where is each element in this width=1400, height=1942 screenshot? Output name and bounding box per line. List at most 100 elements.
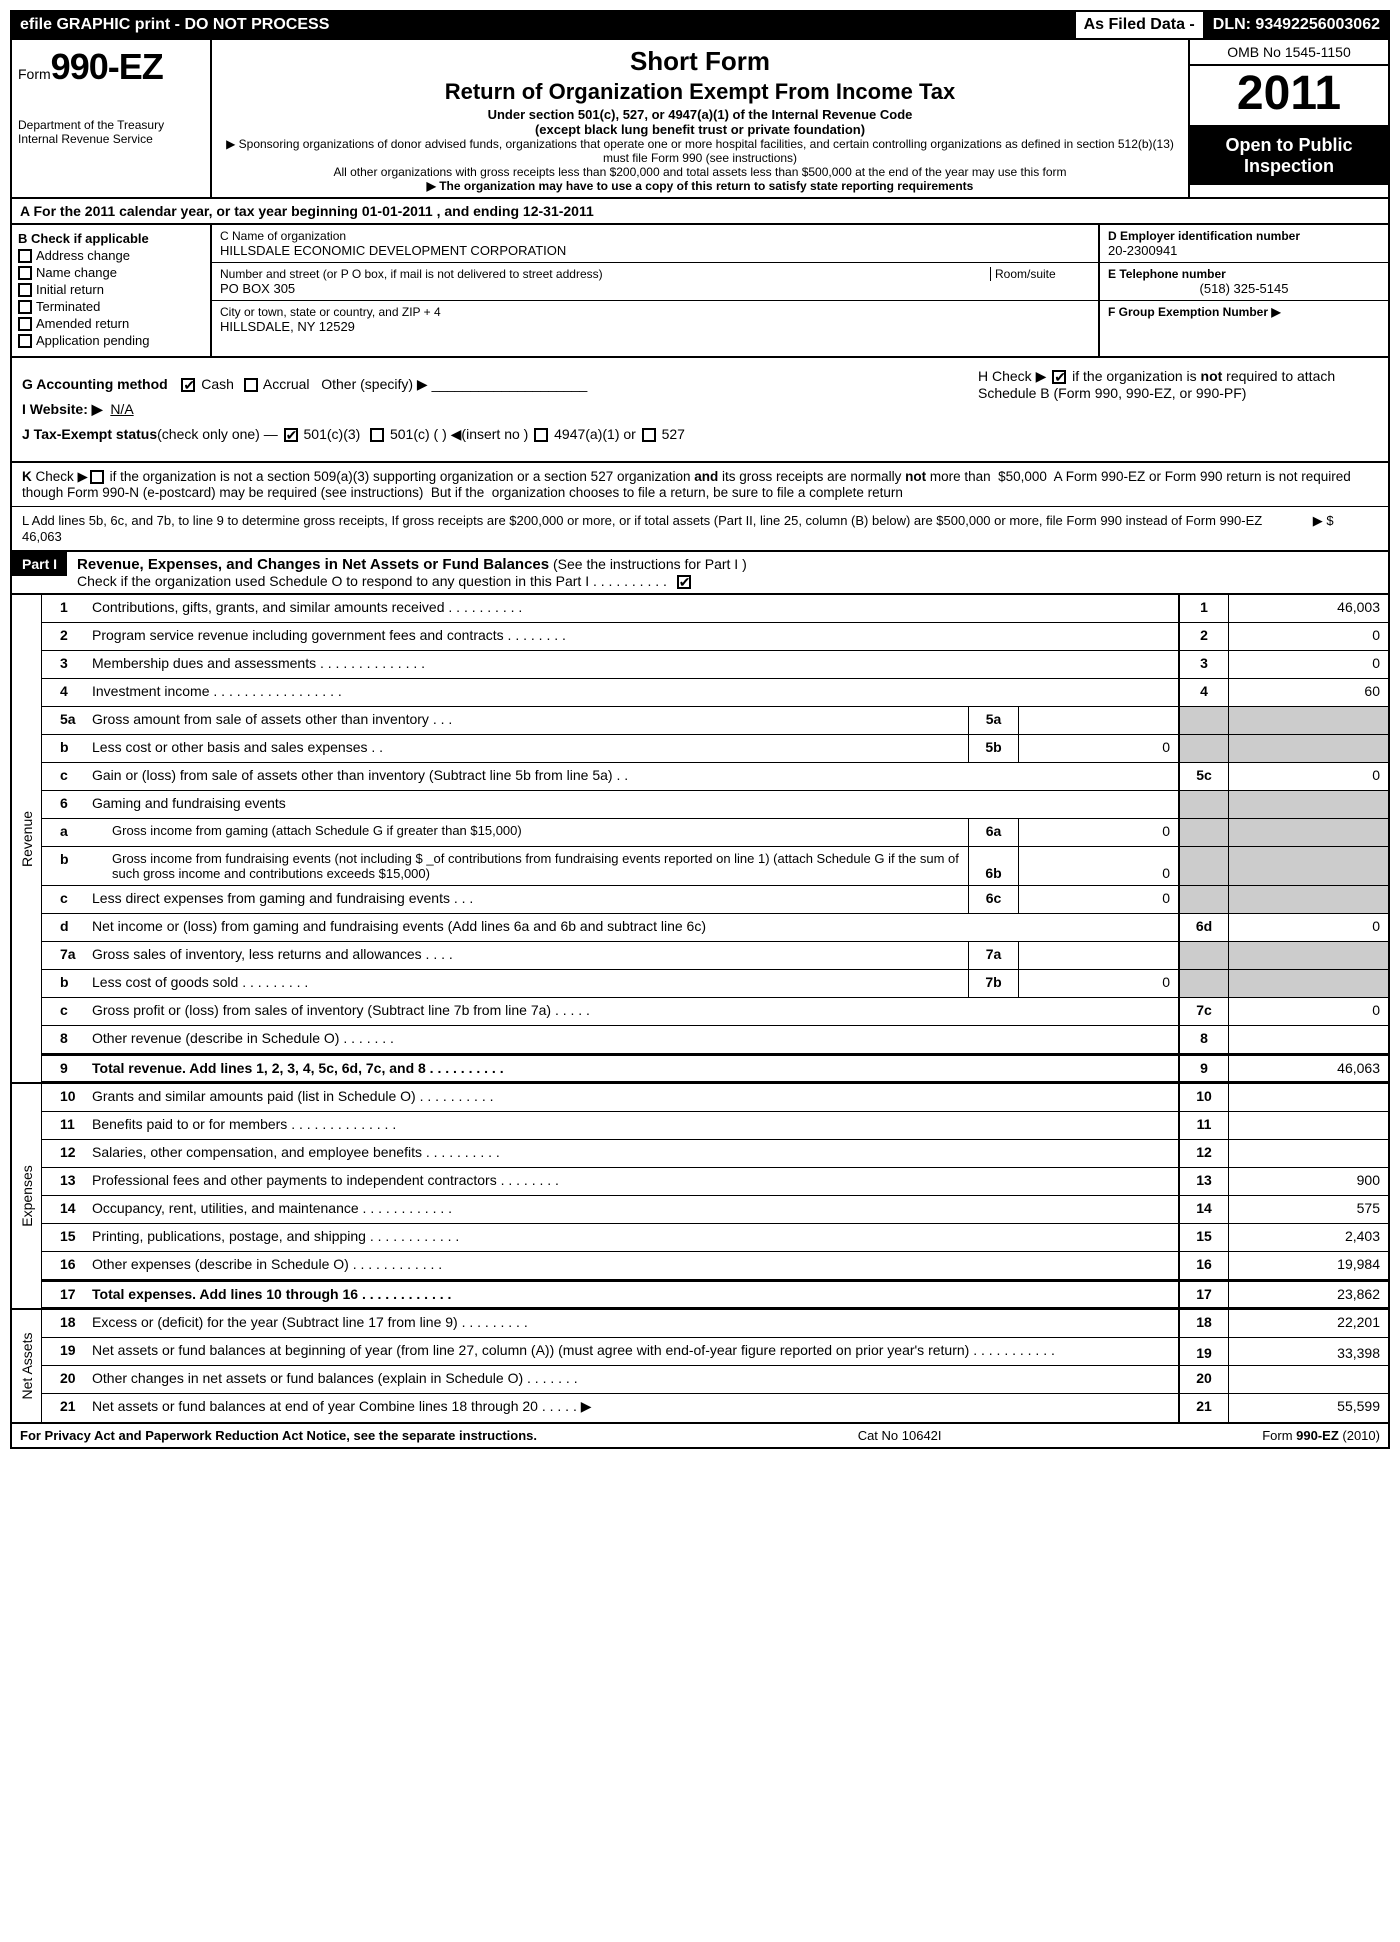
form-990ez: efile GRAPHIC print - DO NOT PROCESS As … xyxy=(10,10,1390,1449)
revenue-side-label: Revenue xyxy=(12,595,42,1082)
form-number-big: 990-EZ xyxy=(51,46,163,87)
org-name-label: C Name of organization xyxy=(220,229,1090,243)
part1-title-note: (See the instructions for Part I ) xyxy=(553,556,747,572)
subtitle-section: Under section 501(c), 527, or 4947(a)(1)… xyxy=(222,107,1178,122)
room-label: Room/suite xyxy=(990,267,1090,281)
col-c-org-info: C Name of organization HILLSDALE ECONOMI… xyxy=(212,225,1098,356)
section-gj: G Accounting method Cash Accrual Other (… xyxy=(12,358,1388,463)
netassets-section: Net Assets 18 Excess or (deficit) for th… xyxy=(12,1308,1388,1424)
part1-tag: Part I xyxy=(12,552,67,576)
l-amount: 46,063 xyxy=(22,529,62,544)
revenue-lines: 1 Contributions, gifts, grants, and simi… xyxy=(42,595,1388,1082)
group-label: F Group Exemption Number ▶ xyxy=(1108,305,1380,319)
col-d-ids: D Employer identification number 20-2300… xyxy=(1098,225,1388,356)
note-other-orgs: All other organizations with gross recei… xyxy=(222,165,1178,179)
line-6c: c Less direct expenses from gaming and f… xyxy=(42,886,1388,914)
chk-accrual[interactable] xyxy=(244,378,258,392)
note-sponsoring: ▶ Sponsoring organizations of donor advi… xyxy=(222,137,1178,165)
line-3: 3 Membership dues and assessments . . . … xyxy=(42,651,1388,679)
col-b-checkboxes: B Check if applicable Address change Nam… xyxy=(12,225,212,356)
city-value: HILLSDALE, NY 12529 xyxy=(220,319,1090,334)
row-i-website: I Website: ▶ N/A xyxy=(22,401,938,418)
row-g-accounting: G Accounting method Cash Accrual Other (… xyxy=(22,376,938,393)
chk-application-pending[interactable]: Application pending xyxy=(18,333,204,348)
line-1: 1 Contributions, gifts, grants, and simi… xyxy=(42,595,1388,623)
org-name-value: HILLSDALE ECONOMIC DEVELOPMENT CORPORATI… xyxy=(220,243,1090,258)
tax-year: 2011 xyxy=(1190,66,1388,127)
line-7b: b Less cost of goods sold . . . . . . . … xyxy=(42,970,1388,998)
part1-title-wrap: Revenue, Expenses, and Changes in Net As… xyxy=(67,552,1388,593)
chk-schedule-b[interactable] xyxy=(1052,370,1066,384)
chk-501c[interactable] xyxy=(370,428,384,442)
chk-amended-return[interactable]: Amended return xyxy=(18,316,204,331)
line-6b: b Gross income from fundraising events (… xyxy=(42,847,1388,886)
line-5c: c Gain or (loss) from sale of assets oth… xyxy=(42,763,1388,791)
expenses-section: Expenses 10 Grants and similar amounts p… xyxy=(12,1082,1388,1308)
ein-row: D Employer identification number 20-2300… xyxy=(1100,225,1388,263)
subtitle-except: (except black lung benefit trust or priv… xyxy=(222,122,1178,137)
row-h-schedule-b: H Check ▶ if the organization is not req… xyxy=(978,368,1378,451)
line-18: 18 Excess or (deficit) for the year (Sub… xyxy=(42,1310,1388,1338)
title-short-form: Short Form xyxy=(222,46,1178,77)
line-12: 12 Salaries, other compensation, and emp… xyxy=(42,1140,1388,1168)
section-bcd: B Check if applicable Address change Nam… xyxy=(12,225,1388,358)
note-state-reporting: ▶ The organization may have to use a cop… xyxy=(222,179,1178,193)
chk-501c3[interactable] xyxy=(284,428,298,442)
row-j-tax-status: J Tax-Exempt status(check only one) — 50… xyxy=(22,426,938,443)
form-header: Form990-EZ Department of the Treasury In… xyxy=(12,40,1388,199)
line-4: 4 Investment income . . . . . . . . . . … xyxy=(42,679,1388,707)
l-text: L Add lines 5b, 6c, and 7b, to line 9 to… xyxy=(22,513,1262,528)
chk-cash[interactable] xyxy=(181,378,195,392)
col-b-header: B Check if applicable xyxy=(18,231,204,246)
org-city-row: City or town, state or country, and ZIP … xyxy=(212,301,1098,338)
tel-label: E Telephone number xyxy=(1108,267,1380,281)
gj-left: G Accounting method Cash Accrual Other (… xyxy=(22,368,938,451)
tel-value: (518) 325-5145 xyxy=(1108,281,1380,296)
addr-value: PO BOX 305 xyxy=(220,281,1090,296)
checkbox-icon xyxy=(18,249,32,263)
l-amount-label: ▶ $ xyxy=(1313,513,1334,528)
title-return: Return of Organization Exempt From Incom… xyxy=(222,79,1178,105)
line-6: 6 Gaming and fundraising events xyxy=(42,791,1388,819)
part1-check-line: Check if the organization used Schedule … xyxy=(77,573,667,589)
row-a-mid: , and ending xyxy=(437,203,523,219)
line-19: 19 Net assets or fund balances at beginn… xyxy=(42,1338,1388,1366)
line-6a: a Gross income from gaming (attach Sched… xyxy=(42,819,1388,847)
j-label: J Tax-Exempt status xyxy=(22,426,157,442)
dept-treasury: Department of the Treasury xyxy=(18,118,204,132)
org-name-row: C Name of organization HILLSDALE ECONOMI… xyxy=(212,225,1098,263)
line-11: 11 Benefits paid to or for members . . .… xyxy=(42,1112,1388,1140)
chk-4947[interactable] xyxy=(534,428,548,442)
open-public-line2: Inspection xyxy=(1194,156,1384,177)
header-left: Form990-EZ Department of the Treasury In… xyxy=(12,40,212,197)
telephone-row: E Telephone number (518) 325-5145 xyxy=(1100,263,1388,301)
section-l: L Add lines 5b, 6c, and 7b, to line 9 to… xyxy=(12,507,1388,552)
checkbox-icon xyxy=(18,317,32,331)
top-bar: efile GRAPHIC print - DO NOT PROCESS As … xyxy=(12,12,1388,40)
checkbox-icon xyxy=(18,283,32,297)
org-address-row: Number and street (or P O box, if mail i… xyxy=(212,263,1098,301)
omb-number: OMB No 1545-1150 xyxy=(1190,40,1388,66)
chk-527[interactable] xyxy=(642,428,656,442)
chk-name-change[interactable]: Name change xyxy=(18,265,204,280)
h-prefix: H Check ▶ xyxy=(978,368,1046,384)
chk-address-change[interactable]: Address change xyxy=(18,248,204,263)
expenses-lines: 10 Grants and similar amounts paid (list… xyxy=(42,1084,1388,1308)
line-20: 20 Other changes in net assets or fund b… xyxy=(42,1366,1388,1394)
part1-title: Revenue, Expenses, and Changes in Net As… xyxy=(77,556,549,573)
chk-terminated[interactable]: Terminated xyxy=(18,299,204,314)
header-center: Short Form Return of Organization Exempt… xyxy=(212,40,1188,197)
chk-schedule-o[interactable] xyxy=(677,575,691,589)
part1-header: Part I Revenue, Expenses, and Changes in… xyxy=(12,552,1388,595)
netassets-lines: 18 Excess or (deficit) for the year (Sub… xyxy=(42,1310,1388,1422)
city-label: City or town, state or country, and ZIP … xyxy=(220,305,1090,319)
line-8: 8 Other revenue (describe in Schedule O)… xyxy=(42,1026,1388,1054)
line-14: 14 Occupancy, rent, utilities, and maint… xyxy=(42,1196,1388,1224)
chk-k[interactable] xyxy=(90,470,104,484)
line-17: 17 Total expenses. Add lines 10 through … xyxy=(42,1280,1388,1308)
row-a-tax-year: A For the 2011 calendar year, or tax yea… xyxy=(12,199,1388,225)
line-9: 9 Total revenue. Add lines 1, 2, 3, 4, 5… xyxy=(42,1054,1388,1082)
form-number: Form990-EZ xyxy=(18,46,204,88)
group-exemption-row: F Group Exemption Number ▶ xyxy=(1100,301,1388,323)
chk-initial-return[interactable]: Initial return xyxy=(18,282,204,297)
